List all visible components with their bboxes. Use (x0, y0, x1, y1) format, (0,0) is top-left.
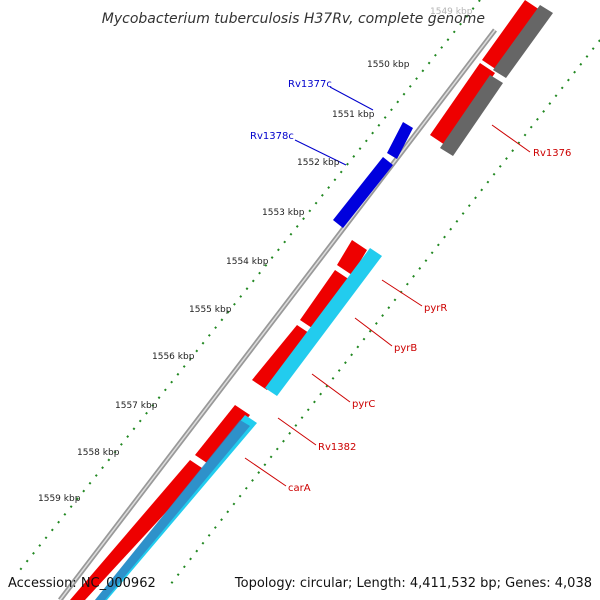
leader-pyrc (311, 373, 351, 403)
genome-title: Mycobacterium tuberculosis H37Rv, comple… (102, 11, 485, 27)
gene-label-pyrc[interactable]: pyrC (352, 399, 375, 410)
tick-label: 1553 kbp (262, 208, 305, 218)
tick-label: 1554 kbp (226, 257, 269, 267)
leader-pyrr (381, 279, 423, 307)
outer-dotted-arc (19, 0, 481, 571)
tick-label: 1551 kbp (332, 110, 375, 120)
tick-label: 1558 kbp (77, 448, 120, 458)
topology-text: Topology: circular; Length: 4,411,532 bp… (234, 576, 592, 591)
tick-label: 1552 kbp (297, 158, 340, 168)
tick-label: 1556 kbp (152, 352, 195, 362)
leader-pyrb (354, 317, 393, 347)
tick-label: 1557 kbp (115, 401, 158, 411)
tick-label: 1555 kbp (189, 305, 232, 315)
genome-backbone-inner (59, 29, 496, 600)
tick-label: 1549 kbp (430, 7, 473, 17)
gene-rv1378c-shape[interactable] (333, 157, 393, 228)
inner-dotted-arc (169, 39, 600, 586)
tick-label: 1559 kbp (38, 494, 81, 504)
gene-label-pyrb[interactable]: pyrB (394, 343, 417, 354)
grey-track (440, 5, 553, 156)
gene-label-rv1382[interactable]: Rv1382 (318, 442, 356, 453)
leader-rv1376 (491, 124, 531, 153)
gene-label-cara[interactable]: carA (288, 483, 311, 494)
leader-cara (244, 457, 287, 487)
cyan-track (95, 248, 382, 600)
gene-label-rv1376[interactable]: Rv1376 (533, 148, 571, 159)
gene-label-pyrr[interactable]: pyrR (424, 303, 447, 314)
tick-label: 1550 kbp (367, 60, 410, 70)
leader-rv1377c (329, 86, 374, 111)
gene-label-rv1377c[interactable]: Rv1377c (288, 79, 332, 90)
leader-rv1382 (277, 417, 317, 446)
gene-label-rv1378c[interactable]: Rv1378c (250, 131, 294, 142)
accession-text: Accession: NC_000962 (8, 576, 156, 591)
gene-rv1377c-shape[interactable] (387, 122, 413, 159)
cds-track-red (70, 0, 540, 600)
leader-rv1378c (294, 139, 347, 166)
